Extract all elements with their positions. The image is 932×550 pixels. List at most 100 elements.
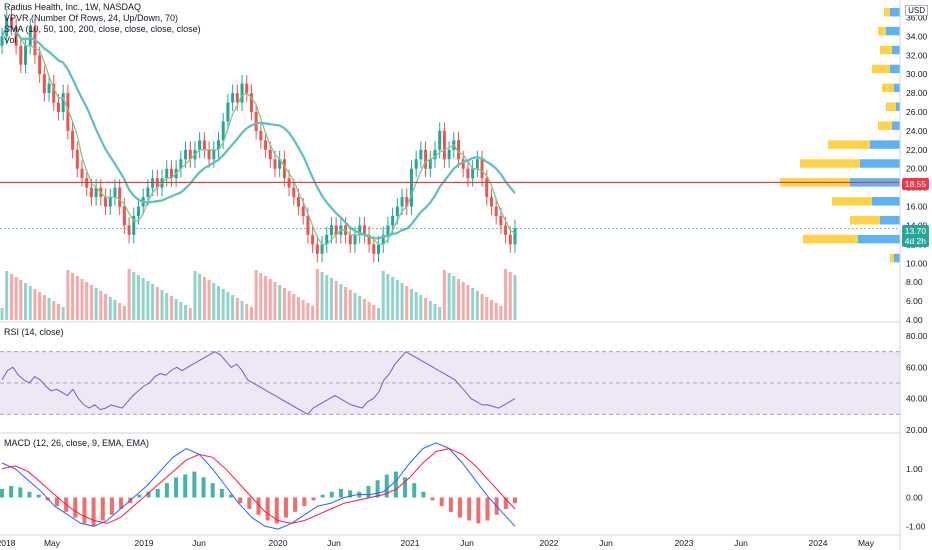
volume-bar (75, 276, 79, 320)
candle-body (127, 225, 131, 235)
candle-body (240, 83, 244, 103)
volume-bar (99, 291, 103, 320)
candle-body (409, 168, 413, 207)
macd-histogram-bar (265, 497, 270, 521)
volume-bar (122, 306, 126, 320)
rsi-line (1, 351, 516, 415)
candle-body (264, 140, 268, 150)
volume-bar (485, 297, 489, 320)
candle-body (381, 234, 385, 245)
macd-histogram-bar (192, 471, 197, 498)
volume-bar (494, 303, 498, 320)
rsi-label[interactable]: RSI (14, close) (4, 327, 64, 337)
volume-bar (113, 300, 117, 320)
legend-sma[interactable]: SMA (10, 50, 100, 200, close, close, clo… (4, 24, 201, 34)
time-tick-label: 2021 (401, 538, 420, 548)
volume-bar (499, 306, 503, 320)
macd-histogram-bar (485, 497, 490, 521)
volume-bar (377, 308, 381, 320)
volume-bar (104, 294, 108, 320)
candle-body (245, 83, 249, 94)
volume-bar (52, 301, 56, 320)
volume-bar (118, 303, 122, 320)
macd-tick-label: -1.00 (906, 521, 926, 531)
macd-histogram-bar (54, 497, 59, 507)
macd-histogram-bar (403, 477, 408, 498)
macd-histogram-bar (467, 497, 472, 521)
volume-profile-bar-up (892, 45, 900, 55)
time-tick-label: Jun (460, 538, 474, 548)
volume-profile-bar-down (890, 253, 894, 263)
candle-body (132, 216, 136, 235)
candle-body (221, 121, 225, 141)
candle-body (386, 225, 390, 235)
last-price-tag: 13.70 4d 2h (901, 225, 929, 247)
price-tick-label: 16.00 (906, 202, 928, 212)
candle-body (480, 159, 484, 179)
volume-bar (127, 269, 131, 320)
volume-bar (320, 272, 324, 320)
volume-bar (409, 289, 413, 320)
candle-body (438, 130, 442, 150)
macd-histogram-bar (293, 497, 298, 512)
legend-vpvr[interactable]: VPVR (Number Of Rows, 24, Up/Down, 70) (4, 13, 179, 23)
time-tick-label: 2023 (675, 538, 694, 548)
macd-histogram-bar (73, 497, 78, 518)
candle-body (38, 55, 42, 75)
price-tick-label: 30.00 (906, 69, 928, 79)
volume-profile-bar-up (894, 253, 900, 263)
volume-bar (424, 298, 428, 320)
volume-bar (334, 281, 338, 320)
candle-body (504, 225, 508, 235)
volume-bar (198, 274, 202, 320)
price-tick-label: 4.00 (906, 315, 923, 325)
candle-body (391, 216, 395, 226)
candle-body (254, 112, 258, 131)
volume-profile-bar-down (803, 234, 858, 244)
candle-body (367, 234, 371, 245)
macd-label[interactable]: MACD (12, 26, close, 9, EMA, EMA) (4, 438, 150, 448)
volume-bar (151, 284, 155, 320)
volume-bar (9, 274, 13, 320)
macd-histogram-bar (366, 486, 371, 498)
candle-body (292, 187, 296, 198)
volume-bar (287, 291, 291, 320)
candle-body (494, 206, 498, 216)
macd-line (1, 442, 516, 530)
volume-bar (480, 294, 484, 320)
price-tick-label: 36.00 (906, 12, 928, 22)
macd-histogram-bar (146, 491, 151, 498)
currency-badge[interactable]: USD (905, 5, 928, 16)
volume-bar (457, 279, 461, 320)
volume-bar (433, 304, 437, 320)
candle-body (184, 149, 188, 160)
candle-body (405, 197, 409, 207)
macd-histogram-bar (375, 480, 380, 498)
volume-bar (132, 272, 136, 320)
macd-histogram-bar (329, 491, 334, 498)
volume-bar (273, 282, 277, 320)
volume-bar (19, 280, 23, 320)
candle-body (358, 225, 362, 235)
macd-histogram-bar (137, 494, 142, 498)
volume-bar (292, 294, 296, 320)
candle-body (334, 225, 338, 235)
volume-bar (179, 302, 183, 320)
rsi-tick-label: 20.00 (906, 425, 928, 435)
volume-bar (344, 287, 348, 320)
volume-profile-bar-up (896, 102, 900, 111)
volume-bar (155, 287, 159, 320)
macd-histogram-bar (183, 474, 188, 498)
price-tick-label: 28.00 (906, 88, 928, 98)
macd-histogram-bar (283, 497, 288, 518)
candle-body (428, 159, 432, 169)
volume-profile-bar-up (880, 216, 900, 225)
candle-body (235, 93, 239, 103)
volume-bar (254, 270, 258, 320)
rsi-tick-label: 40.00 (906, 394, 928, 404)
candle-body (471, 168, 475, 179)
legend-vol[interactable]: Vol (4, 35, 17, 45)
macd-histogram-bar (164, 483, 169, 498)
volume-profile-bar-up (872, 197, 900, 206)
